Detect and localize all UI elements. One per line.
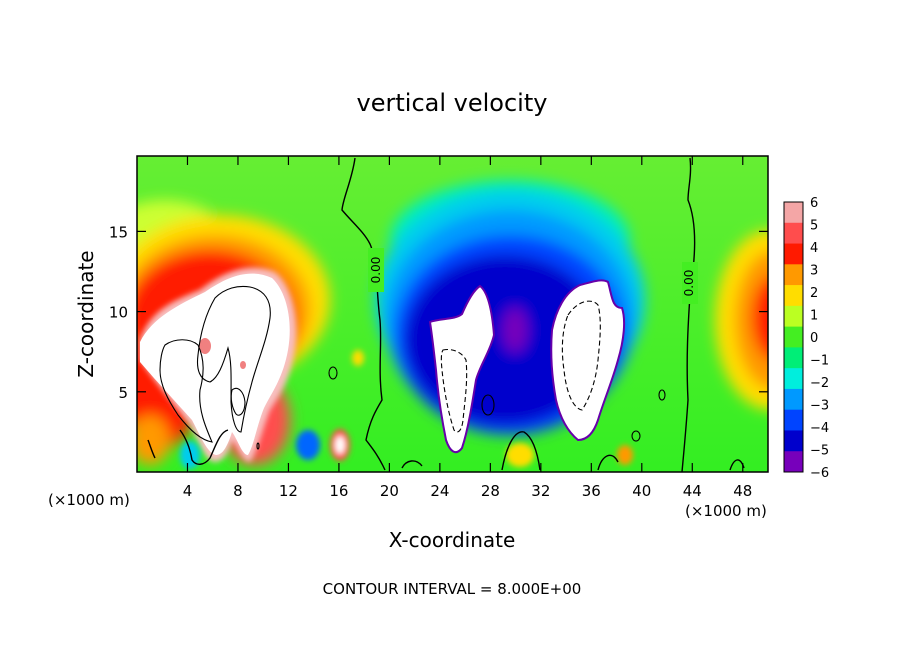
chart-title: vertical velocity — [357, 89, 548, 117]
colorbar-label: −1 — [810, 354, 829, 369]
colorbar-label: 0 — [810, 331, 818, 346]
y-axis-label: Z-coordinate — [74, 250, 98, 377]
x-tick-label: 32 — [531, 482, 550, 500]
x-tick-label: 28 — [481, 482, 500, 500]
colorbar-swatch — [784, 430, 803, 452]
colorbar: 6 5 4 3 2 1 0 −1 −2 −3 −4 −5 −6 — [783, 196, 829, 481]
colorbar-swatch — [784, 326, 803, 348]
y-tick-label: 15 — [109, 223, 128, 241]
updraft-spot — [199, 338, 211, 354]
colorbar-swatch — [784, 243, 803, 265]
x-axis-units-left: (×1000 m) — [48, 491, 130, 509]
colorbar-swatch — [784, 202, 803, 224]
colorbar-label: −5 — [810, 444, 829, 459]
contour-interval-note: CONTOUR INTERVAL = 8.000E+00 — [323, 580, 582, 598]
colorbar-swatch — [784, 305, 803, 328]
plot-frame — [136, 155, 769, 473]
x-axis-label: X-coordinate — [389, 528, 516, 552]
colorbar-swatch — [784, 368, 803, 390]
x-tick-label: 12 — [279, 482, 298, 500]
colorbar-label: 4 — [810, 241, 818, 256]
colorbar-label: 2 — [810, 286, 818, 301]
y-tick-label: 5 — [118, 384, 128, 402]
colorbar-swatch — [784, 285, 803, 307]
x-tick-label: 24 — [430, 482, 449, 500]
y-axis-ticks: 5 10 15 — [109, 223, 768, 402]
plot-area: 0.00 0.00 — [137, 156, 768, 472]
colorbar-label: 1 — [810, 309, 818, 324]
dashed-contours — [440, 300, 601, 433]
y-tick-label: 10 — [109, 304, 128, 322]
contour-label: 0.00 — [369, 257, 383, 284]
colorbar-label: −4 — [810, 421, 829, 436]
colorbar-label: 5 — [810, 219, 818, 234]
x-tick-label: 20 — [380, 482, 399, 500]
colorbar-swatch — [784, 347, 803, 369]
x-axis-ticks: 4 8 12 16 20 24 28 32 36 40 44 48 — [183, 156, 752, 500]
colorbar-label: −2 — [810, 376, 829, 391]
x-tick-label: 36 — [582, 482, 601, 500]
x-tick-label: 48 — [733, 482, 752, 500]
contour-label-backing — [368, 248, 698, 304]
x-tick-label: 44 — [683, 482, 702, 500]
colorbar-swatch — [784, 451, 803, 473]
colorbar-label: 6 — [810, 196, 818, 211]
colorbar-label: −6 — [810, 466, 829, 481]
contour-label: 0.00 — [682, 270, 696, 297]
x-tick-label: 4 — [183, 482, 193, 500]
zero-contours — [147, 157, 745, 472]
colorbar-label: −3 — [810, 399, 829, 414]
inner-contours — [159, 285, 666, 450]
x-tick-label: 16 — [329, 482, 348, 500]
downdraft-core-left — [428, 284, 496, 454]
colorbar-swatch — [784, 409, 803, 431]
downdraft-core-right — [550, 279, 626, 442]
updraft-spot — [240, 361, 246, 369]
x-tick-label: 8 — [233, 482, 243, 500]
left-updraft-white — [140, 273, 290, 455]
colorbar-swatch — [784, 388, 803, 411]
colorbar-label: 3 — [810, 264, 818, 279]
colorbar-swatch — [784, 264, 803, 286]
colorbar-swatch — [784, 222, 803, 245]
boundary-cells — [180, 350, 633, 469]
right-updraft-field — [715, 230, 768, 410]
colorbar-frame — [783, 201, 804, 473]
x-tick-label: 40 — [632, 482, 651, 500]
x-axis-units-right: (×1000 m) — [685, 502, 767, 520]
